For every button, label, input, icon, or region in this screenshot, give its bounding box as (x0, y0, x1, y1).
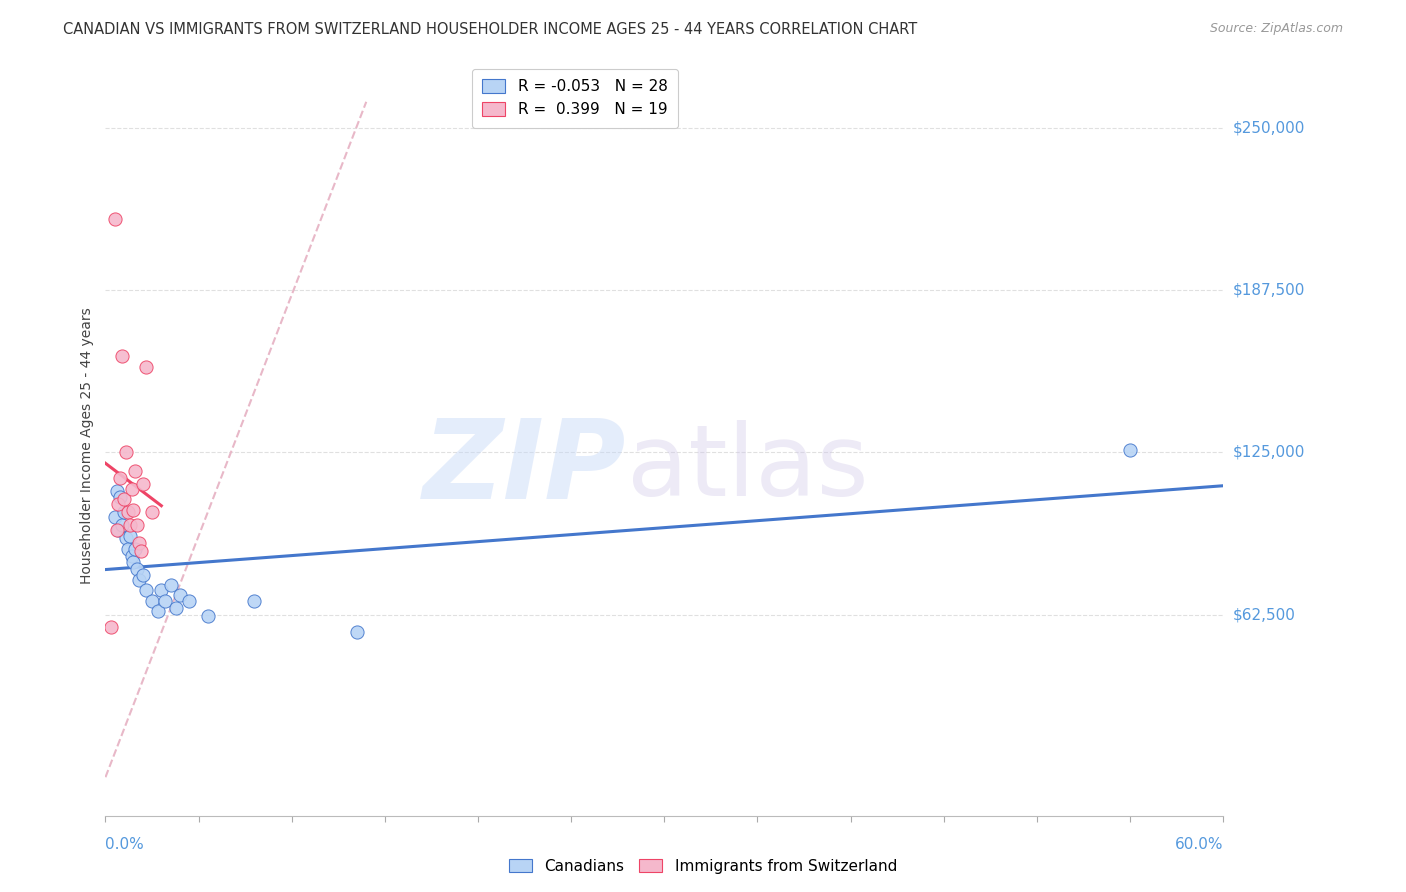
Point (112, 492, 135, 507)
Point (111, 518, 134, 533)
Point (122, 502, 145, 516)
Point (104, 510, 127, 524)
Point (105, 524, 128, 538)
Text: Source: ZipAtlas.com: Source: ZipAtlas.com (1209, 22, 1343, 36)
Text: $250,000: $250,000 (1233, 120, 1305, 136)
Point (141, 505, 163, 519)
Point (132, 567, 155, 582)
Text: $187,500: $187,500 (1233, 283, 1305, 298)
Point (135, 583, 157, 598)
Point (107, 498, 129, 512)
Point (100, 619, 122, 633)
Point (127, 518, 149, 533)
Point (169, 588, 191, 602)
Point (121, 549, 143, 564)
Text: 0.0%: 0.0% (105, 837, 145, 852)
Point (146, 604, 169, 618)
Point (153, 593, 176, 607)
Point (115, 445, 138, 459)
Point (159, 578, 181, 592)
Point (124, 464, 146, 478)
Y-axis label: Householder Income Ages 25 - 44 years: Householder Income Ages 25 - 44 years (80, 308, 94, 584)
Point (104, 211, 127, 226)
Point (135, 359, 157, 374)
Legend: Canadians, Immigrants from Switzerland: Canadians, Immigrants from Switzerland (503, 853, 903, 880)
Point (110, 490, 132, 504)
Point (122, 555, 145, 569)
Point (105, 484, 128, 499)
Point (117, 505, 139, 519)
Point (141, 593, 163, 607)
Point (121, 482, 143, 496)
Text: atlas: atlas (627, 420, 869, 516)
Point (129, 544, 152, 558)
Point (112, 505, 135, 519)
Text: $125,000: $125,000 (1233, 445, 1305, 460)
Point (127, 562, 149, 576)
Legend: R = -0.053   N = 28, R =  0.399   N = 19: R = -0.053 N = 28, R = 0.399 N = 19 (471, 69, 678, 128)
Point (150, 583, 173, 598)
Point (346, 624, 368, 639)
Point (1119, 442, 1142, 457)
Point (243, 593, 266, 607)
Text: $62,500: $62,500 (1233, 607, 1295, 623)
Point (165, 601, 187, 615)
Point (110, 471, 132, 485)
Point (179, 593, 201, 607)
Text: ZIP: ZIP (423, 415, 626, 522)
Point (118, 528, 141, 542)
Point (118, 518, 141, 533)
Point (115, 531, 138, 545)
Point (128, 536, 150, 550)
Text: CANADIAN VS IMMIGRANTS FROM SWITZERLAND HOUSEHOLDER INCOME AGES 25 - 44 YEARS CO: CANADIAN VS IMMIGRANTS FROM SWITZERLAND … (63, 22, 918, 37)
Point (132, 476, 155, 491)
Point (128, 573, 150, 587)
Text: 60.0%: 60.0% (1175, 837, 1223, 852)
Point (107, 524, 129, 538)
Point (197, 609, 219, 624)
Point (124, 541, 146, 556)
Point (111, 350, 134, 364)
Point (117, 541, 139, 556)
